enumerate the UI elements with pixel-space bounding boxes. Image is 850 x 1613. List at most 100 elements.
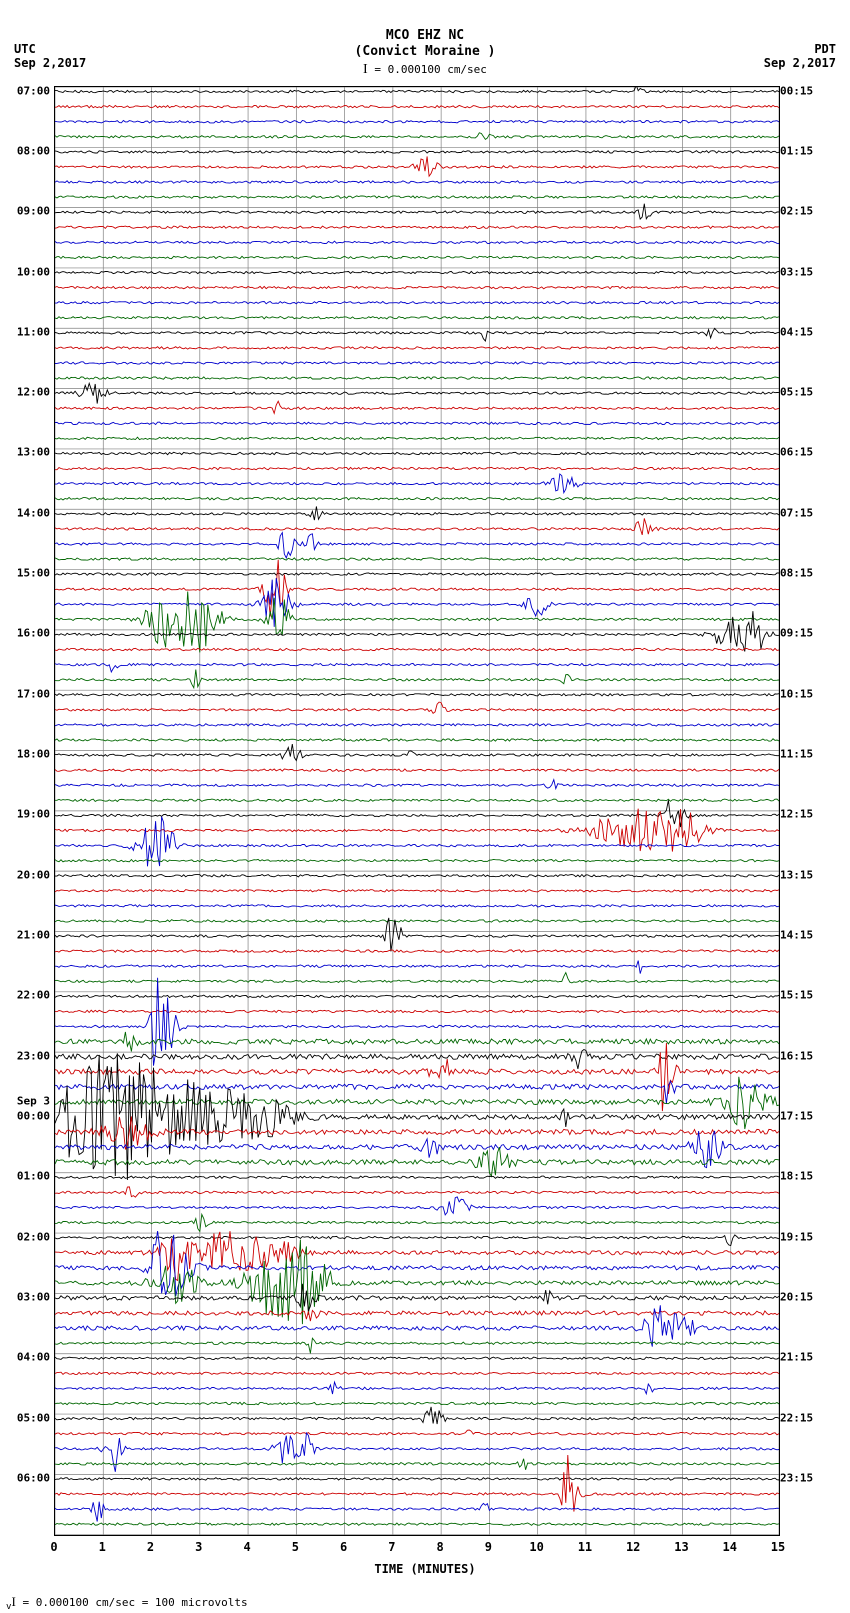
utc-time-label: 17:00	[17, 687, 50, 700]
seismic-trace	[55, 558, 779, 560]
seismic-trace	[55, 1043, 779, 1111]
pdt-time-label: 07:15	[780, 506, 813, 519]
seismic-trace	[55, 181, 779, 183]
seismic-trace	[55, 362, 779, 364]
seismic-trace	[55, 452, 779, 454]
scale-indicator: I = 0.000100 cm/sec	[0, 62, 850, 78]
pdt-time-label: 00:15	[780, 84, 813, 97]
pdt-time-label: 16:15	[780, 1049, 813, 1062]
pdt-time-label: 13:15	[780, 868, 813, 881]
seismic-trace	[55, 1231, 779, 1296]
seismic-trace	[55, 1147, 779, 1176]
seismic-trace	[55, 151, 779, 153]
seismogram-svg	[55, 87, 779, 1535]
seismic-trace	[55, 780, 779, 789]
seismic-trace	[55, 347, 779, 349]
utc-time-label: 20:00	[17, 868, 50, 881]
pdt-time-label: 21:15	[780, 1351, 813, 1364]
x-tick-label: 14	[722, 1540, 736, 1554]
x-tick-label: 3	[195, 1540, 202, 1554]
pdt-time-label: 08:15	[780, 567, 813, 580]
seismic-trace	[55, 422, 779, 424]
x-tick-label: 11	[578, 1540, 592, 1554]
utc-time-label: 02:00	[17, 1230, 50, 1243]
utc-time-label: 01:00	[17, 1170, 50, 1183]
utc-time-label: 00:00	[17, 1109, 50, 1122]
utc-time-label: 10:00	[17, 265, 50, 278]
seismic-trace	[55, 286, 779, 288]
seismic-trace	[55, 1523, 779, 1525]
seismic-trace	[55, 241, 779, 243]
footer-scale: vI = 0.000100 cm/sec = 100 microvolts	[6, 1594, 248, 1612]
pdt-time-label: 12:15	[780, 808, 813, 821]
seismic-trace	[55, 744, 779, 760]
seismic-trace	[55, 1176, 779, 1178]
utc-time-label: 07:00	[17, 84, 50, 97]
seismic-trace	[55, 328, 779, 341]
seismic-trace	[55, 724, 779, 726]
utc-time-label: 05:00	[17, 1411, 50, 1424]
seismic-trace	[55, 1284, 779, 1311]
seismic-trace	[55, 1430, 779, 1435]
x-tick-label: 4	[243, 1540, 250, 1554]
seismic-trace	[55, 1187, 779, 1197]
seismic-trace	[55, 474, 779, 493]
utc-time-label: 06:00	[17, 1471, 50, 1484]
seismic-trace	[55, 1053, 779, 1180]
seismic-trace	[55, 978, 779, 1066]
seismic-trace	[55, 573, 779, 575]
pdt-time-label: 22:15	[780, 1411, 813, 1424]
seismic-trace	[55, 317, 779, 319]
seismic-trace	[55, 1338, 779, 1353]
seismic-trace	[55, 1081, 779, 1104]
left-timezone: UTC	[14, 42, 36, 56]
seismic-trace	[55, 302, 779, 304]
seismic-trace	[55, 1502, 779, 1522]
pdt-time-label: 04:15	[780, 325, 813, 338]
seismic-trace	[55, 467, 779, 469]
seismic-trace	[55, 875, 779, 877]
seismic-trace	[55, 1478, 779, 1480]
seismic-trace	[55, 1407, 779, 1424]
seismic-trace	[55, 1077, 779, 1129]
pdt-time-label: 09:15	[780, 627, 813, 640]
seismic-trace	[55, 905, 779, 907]
utc-time-label: 14:00	[17, 506, 50, 519]
seismic-trace	[55, 437, 779, 439]
seismic-trace	[55, 1372, 779, 1374]
x-tick-label: 10	[529, 1540, 543, 1554]
seismic-trace	[55, 498, 779, 500]
x-tick-label: 6	[340, 1540, 347, 1554]
seismic-trace	[55, 271, 779, 273]
seismic-trace	[55, 518, 779, 535]
pdt-time-label: 11:15	[780, 748, 813, 761]
pdt-time-label: 02:15	[780, 205, 813, 218]
utc-time-label: 22:00	[17, 989, 50, 1002]
x-tick-label: 13	[674, 1540, 688, 1554]
seismic-trace	[55, 769, 779, 771]
pdt-time-label: 10:15	[780, 687, 813, 700]
pdt-time-label: 23:15	[780, 1471, 813, 1484]
x-tick-label: 5	[292, 1540, 299, 1554]
seismic-trace	[55, 961, 779, 974]
x-tick-label: 2	[147, 1540, 154, 1554]
seismic-trace	[55, 156, 779, 176]
seismic-trace	[55, 859, 779, 861]
pdt-time-label: 17:15	[780, 1109, 813, 1122]
pdt-time-label: 06:15	[780, 446, 813, 459]
utc-time-label: 03:00	[17, 1290, 50, 1303]
x-tick-label: 0	[50, 1540, 57, 1554]
seismic-trace	[55, 918, 779, 952]
seismic-trace	[55, 383, 779, 403]
seismic-trace	[55, 1459, 779, 1470]
utc-time-label: 13:00	[17, 446, 50, 459]
location-title: (Convict Moraine )	[0, 44, 850, 59]
seismic-trace	[55, 920, 779, 922]
utc-time-label: 11:00	[17, 325, 50, 338]
seismic-trace	[55, 1402, 779, 1404]
seismic-trace	[55, 694, 779, 696]
utc-time-label: 16:00	[17, 627, 50, 640]
x-tick-label: 12	[626, 1540, 640, 1554]
seismogram-container: MCO EHZ NC (Convict Moraine ) I = 0.0001…	[0, 0, 850, 1613]
pdt-time-label: 03:15	[780, 265, 813, 278]
